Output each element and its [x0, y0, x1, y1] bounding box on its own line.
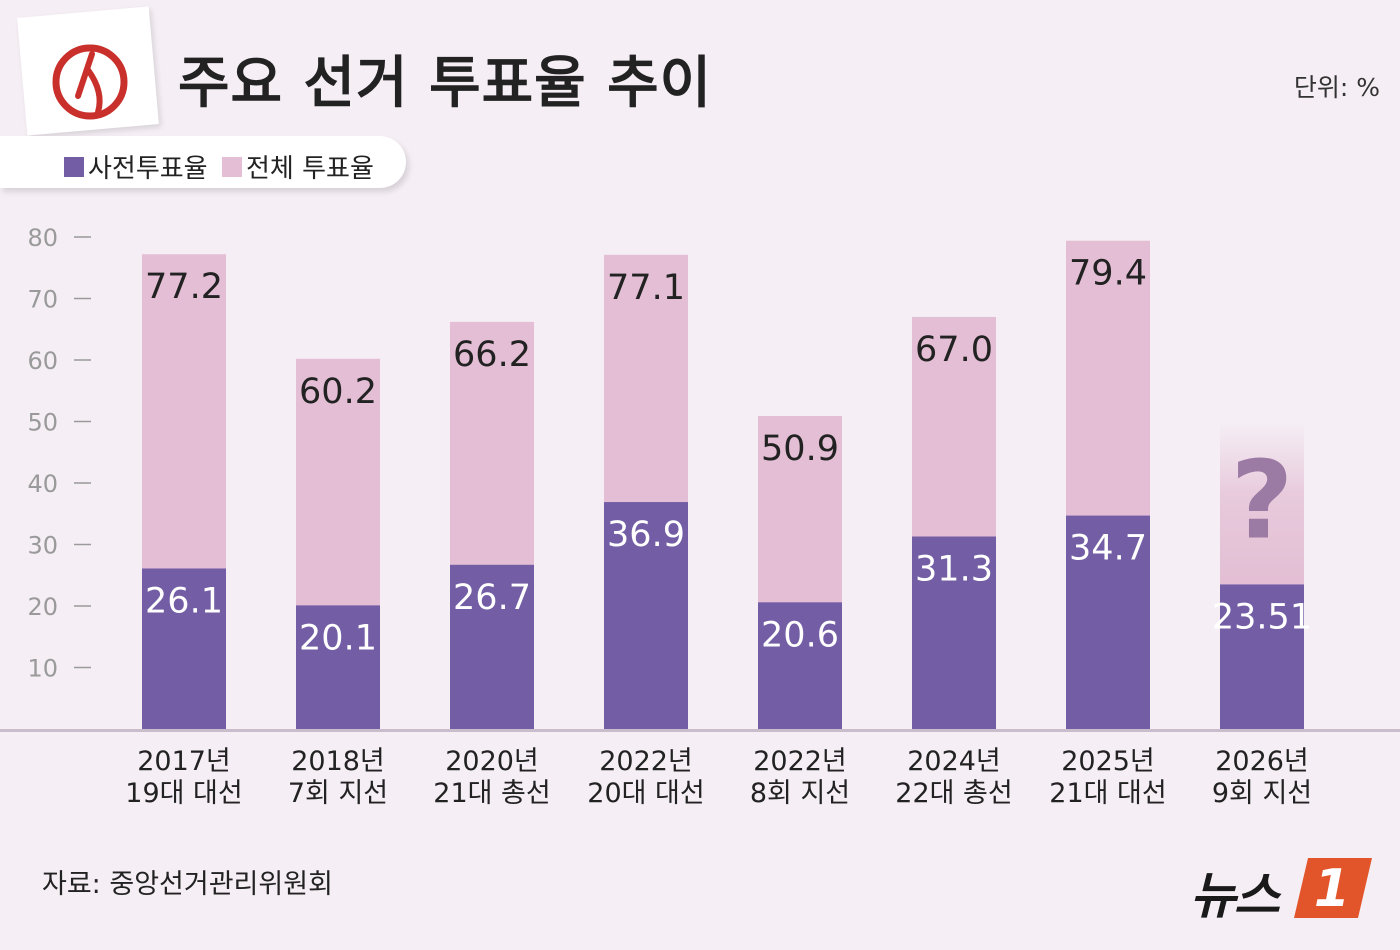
- y-tick-label: 50: [27, 409, 58, 437]
- x-tick-label-election: 9회 지선: [1212, 778, 1312, 809]
- data-label-early: 26.1: [145, 581, 223, 621]
- source-note: 자료: 중앙선거관리위원회: [42, 869, 333, 900]
- legend-swatch-early: [64, 156, 84, 177]
- data-label-total: 50.9: [761, 429, 839, 469]
- x-tick-label-election: 8회 지선: [750, 778, 850, 809]
- brand-number: 1: [1314, 859, 1350, 919]
- data-label-total: 77.1: [607, 268, 685, 308]
- bar-early: [1220, 584, 1304, 729]
- x-tick-label-year: 2022년: [599, 746, 693, 777]
- legend: 사전투표율 전체 투표율: [0, 136, 406, 188]
- legend-label-early: 사전투표율: [88, 154, 208, 184]
- legend-swatch-total: [222, 156, 242, 177]
- x-tick-label-election: 22대 총선: [895, 778, 1012, 809]
- data-label-early: 20.6: [761, 615, 839, 655]
- x-tick-label-election: 21대 대선: [1049, 778, 1166, 809]
- x-axis-baseline: [0, 729, 1400, 732]
- x-tick-label-year: 2022년: [753, 746, 847, 777]
- brand-number-badge: 1: [1294, 858, 1372, 919]
- bar-early: [296, 605, 380, 729]
- legend-item-early: 사전투표율: [64, 148, 208, 185]
- brand-name: 뉴스: [1190, 867, 1280, 925]
- y-tick-label: 30: [27, 532, 58, 560]
- x-tick-label-election: 7회 지선: [288, 778, 388, 809]
- x-tick-label-year: 2017년: [137, 746, 231, 777]
- bar-total-unknown: [1220, 421, 1304, 585]
- legend-label-total: 전체 투표율: [246, 154, 374, 184]
- bar-early: [912, 536, 996, 729]
- data-label-total: 60.2: [299, 372, 377, 412]
- bar-early: [1066, 515, 1150, 729]
- ballot-stamp-icon: [52, 44, 128, 120]
- unknown-total-marker: ?: [1231, 439, 1294, 564]
- x-tick-label-election: 21대 총선: [433, 778, 550, 809]
- unit-label: 단위: %: [1293, 73, 1380, 102]
- legend-item-total: 전체 투표율: [222, 148, 374, 185]
- data-label-total: 79.4: [1069, 254, 1147, 294]
- data-label-early: 34.7: [1069, 529, 1147, 569]
- x-tick-label-election: 20대 대선: [587, 778, 704, 809]
- y-tick-label: 40: [27, 470, 58, 498]
- x-tick-label-year: 2020년: [445, 746, 539, 777]
- chart-title: 주요 선거 투표율 추이: [178, 51, 713, 116]
- x-tick-label-year: 2024년: [907, 746, 1001, 777]
- y-tick-label: 10: [27, 655, 58, 683]
- brand-logo: 뉴스 1: [1190, 852, 1380, 925]
- data-label-early: 31.3: [915, 550, 993, 590]
- data-label-early: 23.51: [1212, 597, 1312, 637]
- bar-early: [758, 602, 842, 729]
- x-tick-label-year: 2026년: [1215, 746, 1309, 777]
- bar-early: [604, 502, 688, 729]
- x-tick-label-election: 19대 대선: [125, 778, 242, 809]
- y-tick-label: 80: [27, 224, 58, 252]
- y-tick-label: 20: [27, 593, 58, 621]
- data-label-early: 36.9: [607, 515, 685, 555]
- data-label-total: 77.2: [145, 267, 223, 307]
- x-tick-label-year: 2018년: [291, 746, 385, 777]
- bar-early: [450, 564, 534, 729]
- y-tick-label: 60: [27, 347, 58, 375]
- data-label-early: 20.1: [299, 618, 377, 658]
- data-label-early: 26.7: [453, 578, 531, 618]
- y-tick-label: 70: [27, 286, 58, 314]
- bar-early: [142, 568, 226, 729]
- data-label-total: 67.0: [915, 330, 993, 370]
- x-tick-label-year: 2025년: [1061, 746, 1155, 777]
- data-label-total: 66.2: [453, 335, 531, 375]
